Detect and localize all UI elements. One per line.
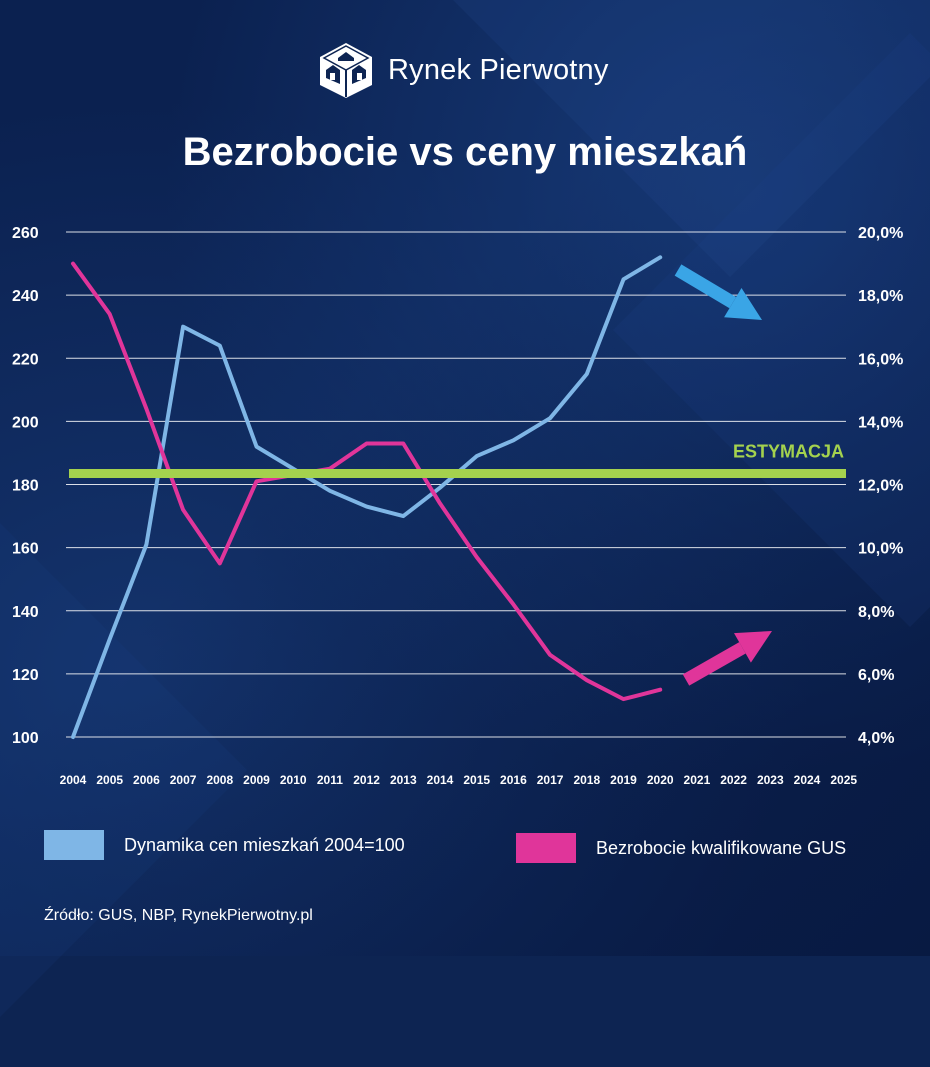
x-tick-label: 2004 bbox=[60, 773, 87, 787]
x-tick-label: 2021 bbox=[684, 773, 711, 787]
x-tick-label: 2020 bbox=[647, 773, 674, 787]
legend-label-price: Dynamika cen mieszkań 2004=100 bbox=[124, 835, 405, 856]
x-tick-label: 2016 bbox=[500, 773, 527, 787]
x-tick-label: 2009 bbox=[243, 773, 270, 787]
legend-swatch-price bbox=[44, 830, 104, 860]
arrow-up-icon-shaft bbox=[686, 648, 742, 680]
x-tick-label: 2006 bbox=[133, 773, 160, 787]
x-tick-label: 2012 bbox=[353, 773, 380, 787]
left-tick-label: 200 bbox=[12, 414, 39, 431]
source-note: Źródło: GUS, NBP, RynekPierwotny.pl bbox=[44, 907, 313, 925]
series-layer bbox=[73, 257, 660, 737]
left-tick-label: 120 bbox=[12, 667, 39, 684]
x-tick-label: 2011 bbox=[317, 773, 343, 787]
line-chart: 100 120 140 160 180 200 220 240 260 4,0% 6,0% 8,0%… bbox=[0, 0, 930, 800]
series-line-price bbox=[73, 257, 660, 737]
left-tick-label: 100 bbox=[12, 730, 39, 747]
right-tick-label: 4,0% bbox=[858, 730, 894, 747]
x-tick-label: 2008 bbox=[206, 773, 233, 787]
legend-label-unemployment: Bezrobocie kwalifikowane GUS bbox=[596, 838, 846, 859]
legend-swatch-unemployment bbox=[516, 833, 576, 863]
x-tick-label: 2005 bbox=[96, 773, 123, 787]
left-tick-label: 260 bbox=[12, 225, 39, 242]
x-axis-ticks: 2004 2005 2006 2007 2008 2009 2010 2011 2012 2013… bbox=[60, 773, 858, 787]
right-tick-label: 10,0% bbox=[858, 541, 903, 558]
x-tick-label: 2013 bbox=[390, 773, 417, 787]
right-tick-label: 6,0% bbox=[858, 667, 894, 684]
left-tick-label: 180 bbox=[12, 478, 39, 495]
x-tick-label: 2014 bbox=[427, 773, 454, 787]
right-tick-label: 14,0% bbox=[858, 414, 903, 431]
legend-item-price: Dynamika cen mieszkań 2004=100 bbox=[44, 830, 405, 860]
arrow-up-icon bbox=[686, 631, 772, 680]
right-tick-label: 8,0% bbox=[858, 604, 894, 621]
x-tick-label: 2018 bbox=[573, 773, 600, 787]
right-tick-label: 16,0% bbox=[858, 351, 903, 368]
estimate-label: ESTYMACJA bbox=[733, 441, 844, 461]
series-line-unemployment bbox=[73, 264, 660, 699]
x-tick-label: 2022 bbox=[720, 773, 747, 787]
x-tick-label: 2023 bbox=[757, 773, 784, 787]
right-tick-label: 18,0% bbox=[858, 288, 903, 305]
right-tick-label: 20,0% bbox=[858, 225, 903, 242]
left-tick-label: 220 bbox=[12, 351, 39, 368]
x-tick-label: 2025 bbox=[830, 773, 857, 787]
right-axis-ticks: 4,0% 6,0% 8,0% 10,0% 12,0% 14,0% 16,0% 18,0% 20,… bbox=[858, 225, 903, 747]
left-tick-label: 240 bbox=[12, 288, 39, 305]
arrow-down-icon-shaft bbox=[678, 270, 733, 303]
x-tick-label: 2024 bbox=[794, 773, 821, 787]
x-tick-label: 2007 bbox=[170, 773, 197, 787]
annotations-layer: ESTYMACJA bbox=[69, 270, 846, 680]
x-tick-label: 2010 bbox=[280, 773, 307, 787]
x-tick-label: 2017 bbox=[537, 773, 564, 787]
x-tick-label: 2019 bbox=[610, 773, 637, 787]
left-tick-label: 140 bbox=[12, 604, 39, 621]
x-tick-label: 2015 bbox=[463, 773, 490, 787]
left-axis-ticks: 100 120 140 160 180 200 220 240 260 bbox=[12, 225, 39, 747]
legend-item-unemployment: Bezrobocie kwalifikowane GUS bbox=[516, 833, 846, 863]
left-tick-label: 160 bbox=[12, 541, 39, 558]
right-tick-label: 12,0% bbox=[858, 478, 903, 495]
